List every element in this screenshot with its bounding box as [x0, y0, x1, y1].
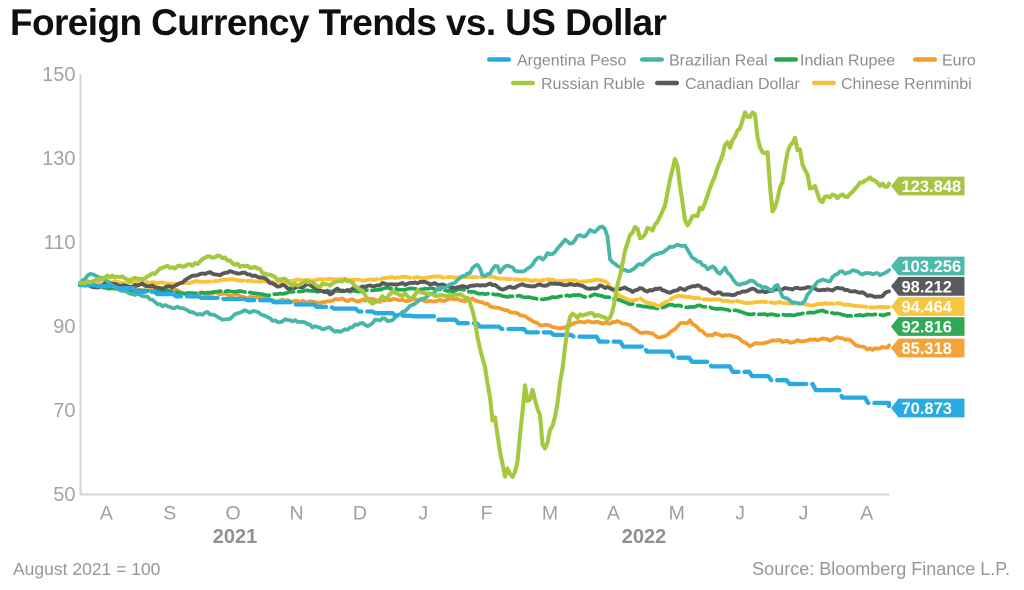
- svg-text:94.464: 94.464: [902, 299, 953, 317]
- svg-text:85.318: 85.318: [902, 340, 952, 358]
- svg-text:70: 70: [53, 400, 75, 422]
- svg-text:F: F: [481, 503, 493, 525]
- svg-text:A: A: [860, 503, 873, 525]
- svg-text:A: A: [607, 503, 620, 525]
- svg-text:D: D: [353, 503, 367, 525]
- svg-text:Argentina Peso: Argentina Peso: [517, 53, 627, 70]
- svg-text:Russian Ruble: Russian Ruble: [541, 76, 645, 93]
- svg-text:O: O: [226, 503, 241, 525]
- svg-text:Source: Bloomberg Finance L.P.: Source: Bloomberg Finance L.P.: [752, 559, 1010, 579]
- svg-text:Canadian Dollar: Canadian Dollar: [685, 76, 800, 93]
- svg-text:J: J: [735, 503, 745, 525]
- svg-text:N: N: [289, 503, 303, 525]
- svg-text:Chinese Renminbi: Chinese Renminbi: [841, 76, 972, 93]
- svg-text:150: 150: [42, 64, 75, 86]
- svg-text:Brazilian Real: Brazilian Real: [669, 53, 768, 70]
- svg-text:123.848: 123.848: [902, 178, 962, 196]
- svg-text:2022: 2022: [622, 526, 667, 548]
- svg-text:M: M: [669, 503, 685, 525]
- svg-text:50: 50: [53, 484, 75, 506]
- svg-text:90: 90: [53, 316, 75, 338]
- svg-text:70.873: 70.873: [902, 400, 952, 418]
- svg-text:M: M: [542, 503, 558, 525]
- svg-text:Euro: Euro: [942, 53, 976, 70]
- svg-text:130: 130: [42, 148, 75, 170]
- svg-text:S: S: [163, 503, 176, 525]
- svg-text:103.256: 103.256: [902, 258, 962, 276]
- svg-text:Indian Rupee: Indian Rupee: [800, 53, 895, 70]
- svg-text:110: 110: [44, 232, 76, 254]
- svg-text:98.212: 98.212: [902, 278, 952, 296]
- svg-text:92.816: 92.816: [902, 319, 952, 337]
- svg-text:J: J: [418, 503, 428, 525]
- svg-text:A: A: [100, 503, 113, 525]
- svg-text:August 2021 = 100: August 2021 = 100: [13, 559, 161, 579]
- svg-text:J: J: [799, 503, 809, 525]
- svg-text:2021: 2021: [213, 526, 258, 548]
